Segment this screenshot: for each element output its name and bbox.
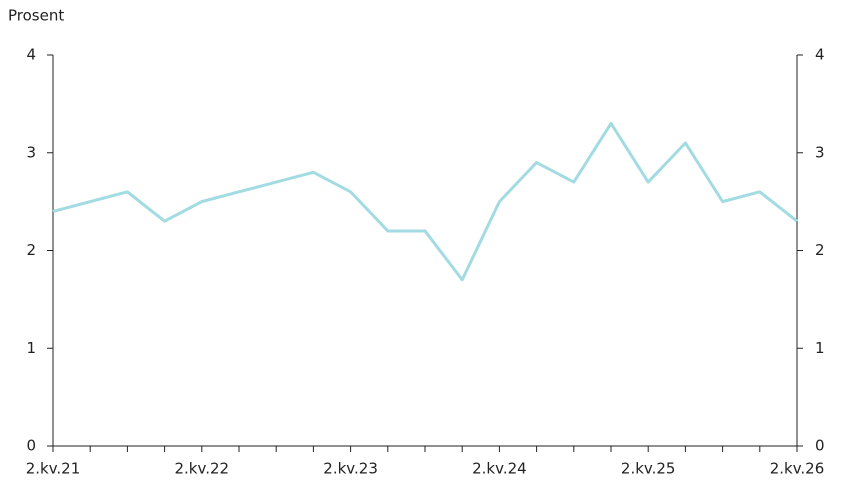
y2-tick-label: 4 [815,46,825,64]
x-tick-label: 2.kv.21 [26,460,81,478]
y-tick-label: 2 [26,241,36,259]
x-tick-label: 2.kv.26 [770,460,825,478]
x-tick-label: 2.kv.24 [472,460,527,478]
x-tick-label: 2.kv.22 [175,460,230,478]
series-line [52,121,798,282]
y2-tick-label: 3 [815,143,825,161]
y-tick-label: 0 [26,437,36,455]
y-tick-label: 1 [26,339,36,357]
y2-tick-label: 0 [815,437,825,455]
y-tick-label: 3 [26,143,36,161]
x-tick-label: 2.kv.23 [323,460,378,478]
x-tick-label: 2.kv.25 [621,460,676,478]
y-tick-label: 4 [26,46,36,64]
y-axis-label: Prosent [8,7,64,25]
y2-tick-label: 2 [815,241,825,259]
y2-tick-label: 1 [815,339,825,357]
